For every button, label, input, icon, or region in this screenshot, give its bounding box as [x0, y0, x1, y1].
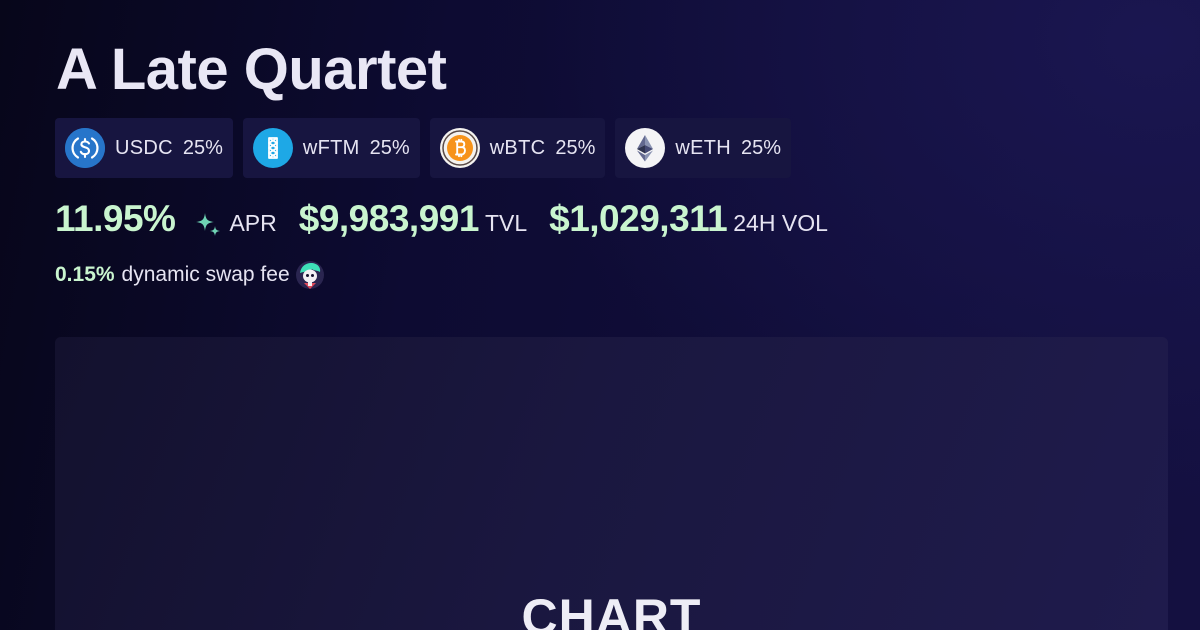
token-weight: 25%: [741, 136, 782, 159]
token-chip-wbtc[interactable]: wBTC 25%: [429, 118, 606, 178]
token-chip-wftm[interactable]: wFTM 25%: [242, 118, 420, 178]
volume-value: $1,029,311: [549, 198, 728, 239]
token-chip-usdc[interactable]: USDC 25%: [55, 118, 233, 178]
apr-label: APR: [229, 210, 277, 236]
token-weight: 25%: [182, 136, 223, 159]
fantom-icon: [252, 128, 293, 168]
tvl-label: TVL: [484, 210, 528, 236]
token-symbol: wETH: [675, 136, 732, 159]
volume-label: 24H VOL: [733, 210, 828, 236]
token-chip-weth[interactable]: wETH 25%: [615, 118, 792, 178]
bitcoin-icon: [439, 128, 480, 168]
tvl-value: $9,983,991: [298, 198, 480, 239]
chart-panel: CHART: [55, 337, 1168, 630]
swap-fee: 0.15% dynamic swap fee: [55, 260, 325, 290]
ethereum-icon: [625, 128, 666, 168]
apr-value: 11.95%: [55, 198, 176, 239]
token-symbol: USDC: [115, 136, 173, 159]
mascot-icon: [295, 260, 325, 290]
usdc-icon: [65, 128, 105, 168]
sparkle-icon[interactable]: [193, 210, 223, 240]
swap-fee-value: 0.15%: [55, 263, 115, 286]
chart-placeholder-text: CHART: [521, 589, 702, 630]
token-list: USDC 25% wFTM 25% wBTC 25%: [55, 118, 792, 178]
token-symbol: wFTM: [302, 136, 360, 159]
pool-stats: 11.95% APR $9,983,991 TVL $1,029,311 24H…: [55, 198, 828, 248]
token-weight: 25%: [369, 136, 410, 159]
pool-title: A Late Quartet: [56, 37, 447, 102]
swap-fee-label: dynamic swap fee: [121, 263, 290, 286]
token-symbol: wBTC: [489, 136, 546, 159]
token-weight: 25%: [555, 136, 596, 159]
